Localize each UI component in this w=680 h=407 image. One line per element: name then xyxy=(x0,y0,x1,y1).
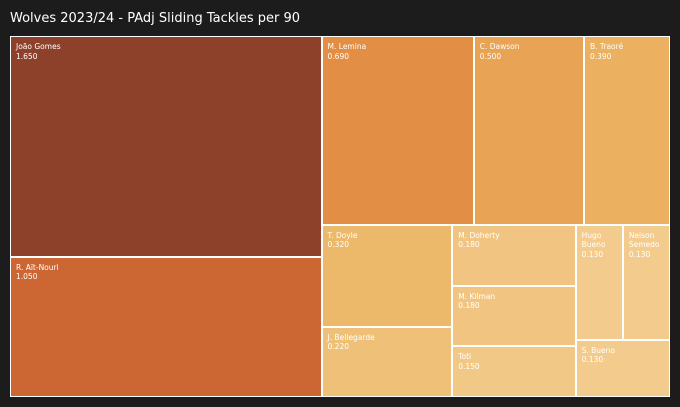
tile-label: Nelson Semedo 0.130 xyxy=(629,231,666,260)
tile-value: 0.220 xyxy=(327,342,350,352)
treemap-tile-m-doherty: M. Doherty 0.180 xyxy=(452,224,576,286)
tile-label: S. Bueno 0.130 xyxy=(582,346,615,365)
tile-value: 0.180 xyxy=(458,240,480,250)
treemap-tile-hugo-bueno: Hugo Bueno 0.130 xyxy=(575,224,623,340)
tile-value: 0.130 xyxy=(581,355,604,365)
tile-value: 0.130 xyxy=(581,249,604,259)
tile-label: João Gomes 1.650 xyxy=(16,42,61,61)
tile-player-name: M. Doherty xyxy=(458,230,500,240)
tile-player-name: S. Bueno xyxy=(581,345,616,355)
tile-player-name: C. Dawson xyxy=(479,42,520,51)
tile-player-name: Nelson Semedo xyxy=(628,230,660,250)
tile-player-name: Toti xyxy=(458,352,472,362)
tile-player-name: M. Kilman xyxy=(458,291,496,301)
tile-value: 0.320 xyxy=(327,240,350,250)
tile-player-name: J. Bellegarde xyxy=(327,332,375,342)
treemap-tile-nelson-semedo: Nelson Semedo 0.130 xyxy=(622,224,670,340)
treemap-tile-b-traore: B. Traoré 0.390 xyxy=(583,36,670,225)
tile-player-name: M. Lemina xyxy=(327,42,367,51)
tile-player-name: João Gomes xyxy=(16,42,61,51)
treemap-chart: João Gomes 1.650 R. Aït-Nouri 1.050 M. Lemin… xyxy=(10,36,670,397)
treemap-tile-j-bellegarde: J. Bellegarde 0.220 xyxy=(321,326,453,397)
tile-value: 1.050 xyxy=(16,272,38,282)
tile-player-name: R. Aït-Nouri xyxy=(16,262,59,272)
tile-value: 0.130 xyxy=(628,249,651,259)
treemap-tile-toti: Toti 0.150 xyxy=(452,346,576,397)
tile-player-name: Hugo Bueno xyxy=(581,230,606,250)
treemap-tile-s-bueno: S. Bueno 0.130 xyxy=(575,339,670,397)
tile-label: T. Doyle 0.320 xyxy=(328,231,358,250)
tile-label: J. Bellegarde 0.220 xyxy=(328,333,375,352)
treemap-tile-c-dawson: C. Dawson 0.500 xyxy=(473,36,584,225)
tile-label: C. Dawson 0.500 xyxy=(480,42,520,61)
treemap-tile-m-lemina: M. Lemina 0.690 xyxy=(321,36,474,225)
treemap-tile-m-kilman: M. Kilman 0.180 xyxy=(452,285,576,347)
tile-player-name: B. Traoré xyxy=(589,42,624,51)
tile-label: Toti 0.150 xyxy=(458,352,479,371)
treemap-tile-r-ait-nouri: R. Aït-Nouri 1.050 xyxy=(10,256,322,397)
treemap-tile-t-doyle: T. Doyle 0.320 xyxy=(321,224,453,327)
tile-value: 0.390 xyxy=(589,51,612,61)
tile-value: 0.500 xyxy=(479,51,502,61)
tile-label: M. Doherty 0.180 xyxy=(458,231,499,250)
tile-value: 0.150 xyxy=(458,361,480,371)
tile-label: M. Lemina 0.690 xyxy=(328,42,367,61)
tile-player-name: T. Doyle xyxy=(327,230,358,240)
tile-label: M. Kilman 0.180 xyxy=(458,292,495,311)
tile-label: R. Aït-Nouri 1.050 xyxy=(16,263,59,282)
tile-label: B. Traoré 0.390 xyxy=(590,42,623,61)
tile-value: 0.180 xyxy=(458,301,480,311)
tile-label: Hugo Bueno 0.130 xyxy=(582,231,619,260)
treemap-tile-joao-gomes: João Gomes 1.650 xyxy=(10,36,322,257)
tile-value: 0.690 xyxy=(327,51,350,61)
chart-title: Wolves 2023/24 - PAdj Sliding Tackles pe… xyxy=(10,11,301,26)
tile-value: 1.650 xyxy=(16,51,38,61)
